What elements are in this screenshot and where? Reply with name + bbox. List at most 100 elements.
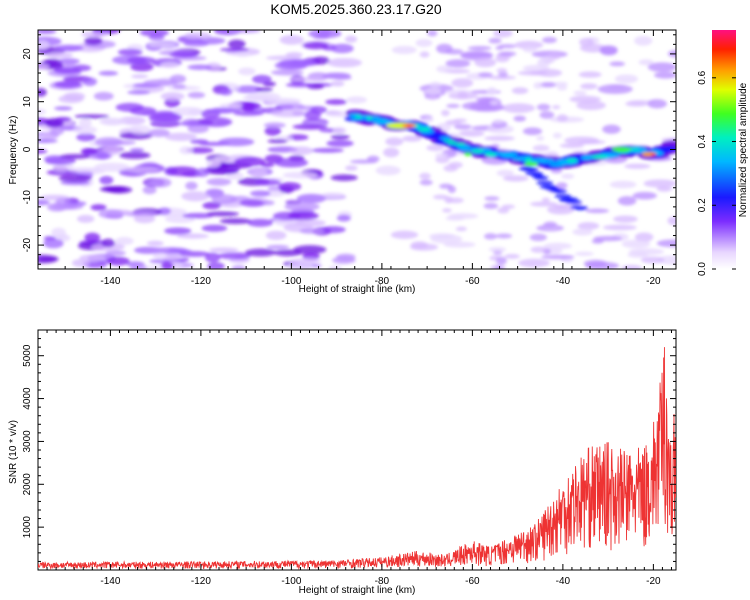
heatmap-blob — [498, 51, 517, 57]
heatmap-blob — [274, 157, 309, 168]
heatmap-blob — [185, 181, 198, 191]
heatmap-blob — [593, 154, 608, 159]
heatmap-blob — [529, 201, 558, 207]
heatmap-blob — [546, 150, 558, 158]
heatmap-blob — [99, 175, 114, 185]
heatmap-blob — [263, 122, 286, 129]
heatmap-blob — [320, 226, 346, 234]
heatmap-blob — [270, 69, 304, 76]
heatmap-blob — [327, 57, 362, 68]
heatmap-blob — [190, 139, 209, 144]
heatmap-blob — [207, 262, 225, 269]
heatmap-blob — [522, 46, 538, 53]
heatmap-blob — [621, 239, 651, 249]
heatmap-blob — [233, 85, 263, 94]
heatmap-blob — [38, 30, 57, 34]
heatmap-blob — [82, 77, 98, 86]
heatmap-blob — [565, 199, 583, 205]
heatmap-blob — [624, 163, 651, 169]
heatmap-blob — [279, 34, 304, 45]
heatmap-blob — [522, 127, 543, 136]
x-tick-label: -100 — [281, 576, 301, 587]
heatmap-blob — [484, 196, 500, 201]
heatmap-blob — [77, 214, 95, 223]
x-tick-label: -20 — [646, 276, 661, 287]
heatmap-blob — [302, 41, 329, 50]
heatmap-blob — [76, 133, 96, 142]
heatmap-blob — [583, 259, 608, 268]
colorbar-tick-label: 0.0 — [697, 262, 708, 276]
heatmap-blob — [187, 91, 206, 99]
heatmap-blob — [433, 194, 449, 200]
heatmap-blob — [435, 152, 448, 159]
heatmap-blob — [80, 147, 98, 156]
heatmap-blob — [54, 44, 84, 52]
heatmap-blob — [554, 81, 569, 86]
heatmap-blob — [209, 107, 237, 114]
heatmap-blob — [572, 228, 593, 236]
heatmap-blob — [227, 39, 246, 49]
heatmap-blob — [539, 82, 558, 88]
heatmap-blob — [278, 59, 310, 69]
heatmap-blob — [511, 87, 529, 95]
x-tick-label: -140 — [100, 276, 120, 287]
heatmap-blob — [78, 118, 92, 128]
heatmap-blob — [513, 115, 526, 122]
heatmap-blob — [101, 140, 137, 146]
heatmap-blob — [494, 266, 503, 269]
heatmap-blob — [454, 124, 472, 130]
heatmap-blob — [542, 36, 557, 44]
heatmap-blob — [201, 224, 228, 232]
heatmap-blob — [330, 134, 350, 140]
heatmap-blob — [304, 110, 321, 120]
heatmap-blob — [539, 111, 555, 119]
heatmap-blob — [536, 135, 545, 141]
heatmap-blob — [55, 116, 72, 122]
heatmap-blob — [424, 117, 434, 123]
heatmap-blob — [578, 140, 606, 145]
heatmap-blob — [451, 78, 474, 88]
heatmap-blob — [248, 167, 268, 178]
heatmap-blob — [53, 67, 82, 74]
heatmap-blob — [142, 185, 157, 195]
heatmap-blob — [543, 242, 573, 250]
heatmap-blob — [164, 227, 192, 235]
heatmap-blob — [454, 142, 466, 147]
heatmap-blob — [484, 152, 497, 157]
heatmap-blob — [455, 226, 468, 232]
heatmap-blob — [445, 59, 471, 68]
heatmap-blob — [533, 82, 543, 89]
heatmap-blob — [129, 106, 157, 116]
heatmap-blob — [328, 265, 342, 269]
spectrogram-ylabel: Frequency (Hz) — [8, 116, 19, 185]
heatmap-blob — [530, 71, 544, 76]
heatmap-blobs — [38, 30, 676, 269]
heatmap-blob — [176, 233, 209, 239]
heatmap-blob — [260, 162, 275, 168]
y-tick-label: 1000 — [22, 516, 33, 539]
heatmap-blob — [99, 117, 127, 126]
heatmap-blob — [206, 211, 240, 217]
heatmap-blob — [578, 71, 602, 78]
heatmap-blob — [126, 166, 160, 173]
heatmap-blob — [541, 254, 575, 260]
heatmap-blob — [625, 100, 648, 107]
heatmap-blob — [445, 216, 465, 221]
heatmap-blob — [219, 218, 252, 225]
heatmap-blob — [440, 109, 450, 117]
heatmap-blob — [442, 208, 452, 213]
heatmap-blob — [446, 103, 460, 108]
heatmap-blob — [265, 230, 287, 240]
heatmap-blob — [183, 40, 209, 47]
heatmap-blob — [632, 191, 657, 200]
heatmap-blob — [336, 214, 351, 222]
heatmap-blob — [330, 80, 345, 87]
heatmap-blob — [58, 174, 92, 183]
x-tick-label: -80 — [375, 576, 390, 587]
heatmap-blob — [634, 232, 654, 242]
heatmap-blob — [127, 90, 151, 95]
heatmap-blob — [81, 31, 108, 38]
heatmap-blob — [186, 147, 214, 154]
